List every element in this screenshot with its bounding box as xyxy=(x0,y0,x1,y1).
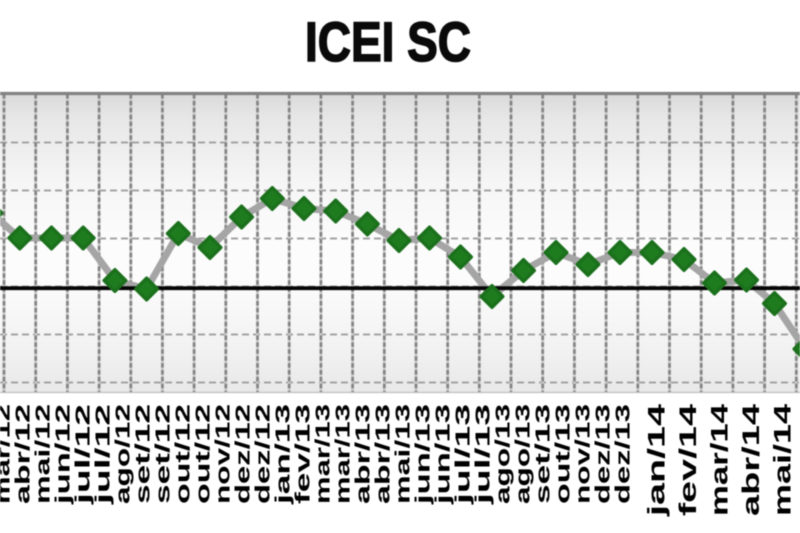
svg-text:jul/13: jul/13 xyxy=(473,404,495,506)
svg-text:fev/13: fev/13 xyxy=(293,404,315,504)
svg-text:mar/14: mar/14 xyxy=(707,403,734,516)
svg-text:jan/14: jan/14 xyxy=(644,403,671,518)
svg-text:jun/12: jun/12 xyxy=(53,404,75,506)
svg-text:ICEI SC: ICEI SC xyxy=(305,10,471,73)
svg-text:set/13: set/13 xyxy=(533,404,555,504)
svg-text:abr/12: abr/12 xyxy=(13,404,35,504)
svg-text:jan/13: jan/13 xyxy=(273,404,295,506)
svg-text:ago/13: ago/13 xyxy=(513,404,535,504)
svg-text:mai/14: mai/14 xyxy=(770,403,797,516)
svg-text:dez/12: dez/12 xyxy=(253,404,275,504)
svg-text:nov/13: nov/13 xyxy=(573,404,595,504)
svg-text:abr/13: abr/13 xyxy=(373,404,395,504)
svg-text:jul/12: jul/12 xyxy=(73,404,95,506)
svg-text:mai/13: mai/13 xyxy=(393,404,415,504)
svg-text:set/12: set/12 xyxy=(153,404,175,504)
svg-text:jul/12: jul/12 xyxy=(93,404,115,506)
svg-text:ago/13: ago/13 xyxy=(493,404,515,504)
svg-text:dez/12: dez/12 xyxy=(233,404,255,504)
svg-text:ago/12: ago/12 xyxy=(113,404,135,504)
svg-text:dez/13: dez/13 xyxy=(613,404,635,504)
svg-text:abr/14: abr/14 xyxy=(738,403,765,516)
svg-text:jun/13: jun/13 xyxy=(433,404,455,506)
svg-text:out/13: out/13 xyxy=(553,404,575,504)
svg-text:mar/13: mar/13 xyxy=(333,404,355,504)
svg-text:out/12: out/12 xyxy=(193,404,215,504)
svg-text:mar/13: mar/13 xyxy=(313,404,335,504)
svg-text:mar/12: mar/12 xyxy=(0,404,15,504)
svg-text:dez/13: dez/13 xyxy=(593,404,615,504)
svg-text:jul/13: jul/13 xyxy=(453,404,475,506)
svg-text:abr/13: abr/13 xyxy=(353,404,375,504)
svg-text:nov/12: nov/12 xyxy=(213,404,235,504)
svg-text:set/12: set/12 xyxy=(133,404,155,504)
svg-text:mai/12: mai/12 xyxy=(33,404,55,504)
svg-text:out/12: out/12 xyxy=(173,404,195,504)
svg-text:fev/14: fev/14 xyxy=(675,403,702,516)
svg-text:jun/13: jun/13 xyxy=(413,404,435,506)
